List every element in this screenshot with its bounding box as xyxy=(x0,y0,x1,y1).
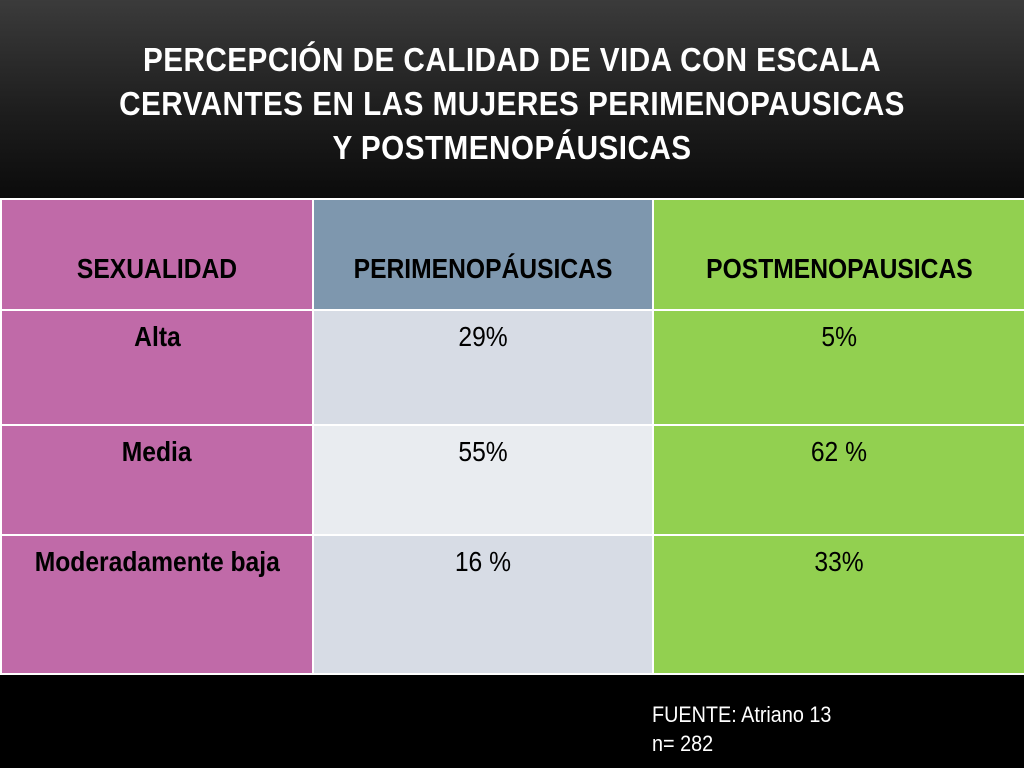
peri-value-cell: 55% xyxy=(312,424,654,536)
table-row: Media 55% 62 % xyxy=(0,424,1024,536)
row-label-cell: Alta xyxy=(0,309,314,426)
source-footnote: FUENTE: Atriano 13 n= 282 xyxy=(652,700,831,758)
slide-header: PERCEPCIÓN DE CALIDAD DE VIDA CON ESCALA… xyxy=(0,0,1024,198)
row-label-cell: Media xyxy=(0,424,314,536)
source-text: FUENTE: Atriano 13 xyxy=(652,702,832,727)
slide-title: PERCEPCIÓN DE CALIDAD DE VIDA CON ESCALA… xyxy=(119,41,905,166)
table-row: Alta 29% 5% xyxy=(0,309,1024,426)
header-cell-postmenopausicas: POSTMENOPAUSICAS xyxy=(652,198,1024,311)
post-value-cell: 33% xyxy=(652,534,1024,675)
header-cell-sexualidad: SEXUALIDAD xyxy=(0,198,314,311)
table-header-row: SEXUALIDAD PERIMENOPÁUSICAS POSTMENOPAUS… xyxy=(0,198,1024,311)
table-row: Moderadamente baja 16 % 33% xyxy=(0,534,1024,675)
peri-value-cell: 29% xyxy=(312,309,654,426)
post-value-cell: 5% xyxy=(652,309,1024,426)
data-table: SEXUALIDAD PERIMENOPÁUSICAS POSTMENOPAUS… xyxy=(0,198,1024,675)
post-value-cell: 62 % xyxy=(652,424,1024,536)
peri-value-cell: 16 % xyxy=(312,534,654,675)
header-cell-perimenopausicas: PERIMENOPÁUSICAS xyxy=(312,198,654,311)
row-label-cell: Moderadamente baja xyxy=(0,534,314,675)
sample-size-text: n= 282 xyxy=(652,731,714,756)
